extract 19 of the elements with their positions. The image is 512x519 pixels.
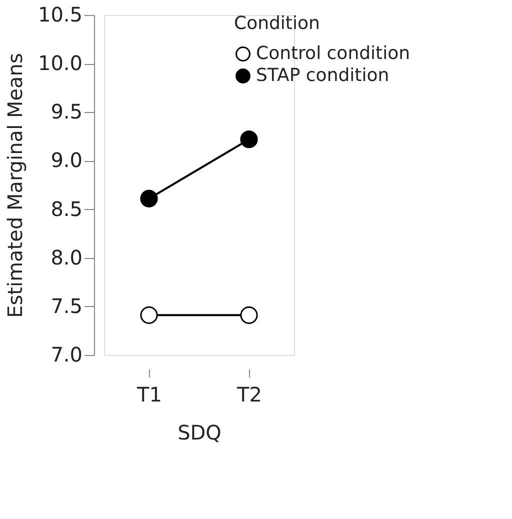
legend-label: STAP condition [256, 65, 390, 86]
point [240, 130, 258, 148]
y-tick-label: 8.5 [50, 196, 82, 221]
y-tick-label: 10.0 [38, 51, 82, 76]
y-tick-label: 8.0 [50, 245, 82, 270]
point [240, 306, 258, 324]
point [140, 190, 158, 208]
x-tick-label: T1 [136, 382, 162, 406]
y-tick-label: 7.5 [50, 294, 82, 318]
y-tick-label: 9.0 [50, 148, 82, 172]
y-tick-label: 9.5 [50, 100, 82, 124]
point [140, 306, 158, 324]
y-tick-label: 7.0 [50, 342, 82, 366]
y-axis-title: Estimated Marginal Means [2, 53, 27, 318]
legend-title: Condition [234, 13, 320, 34]
x-axis-title: SDQ [178, 420, 222, 444]
y-tick-label: 10.5 [38, 2, 82, 26]
legend-label: Control condition [256, 43, 410, 64]
x-tick-label: T2 [236, 382, 262, 406]
